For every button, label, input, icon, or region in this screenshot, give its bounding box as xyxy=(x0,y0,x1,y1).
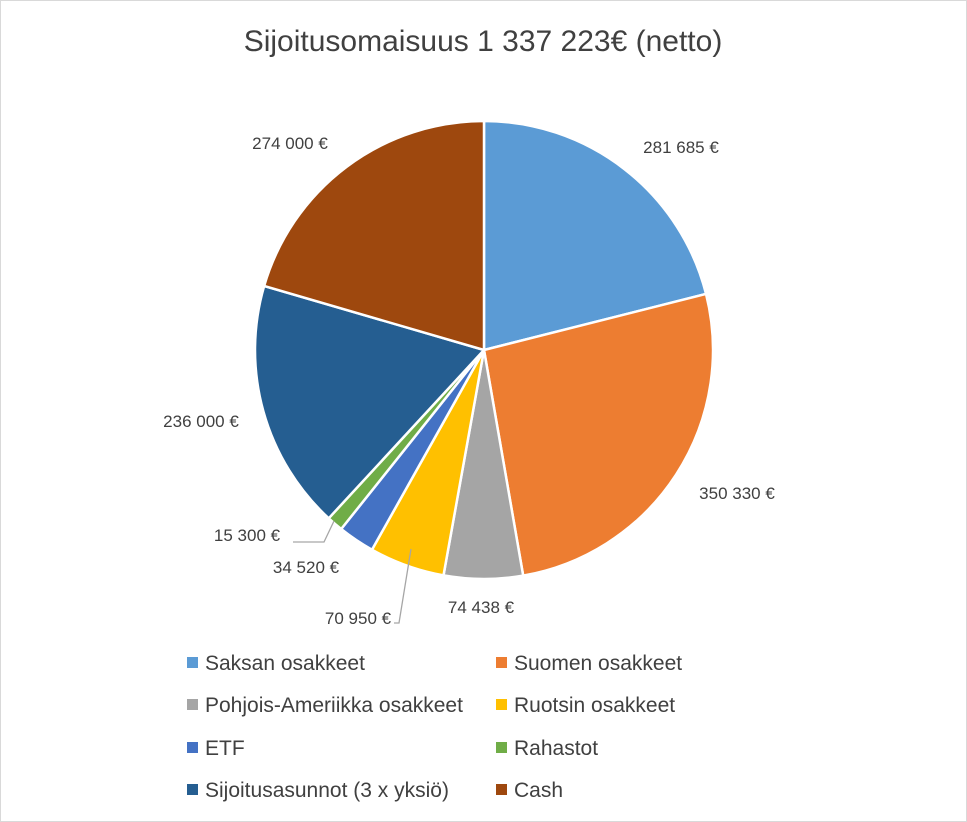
data-label-etf: 34 520 € xyxy=(273,558,340,577)
pie-slice-sijoitusasunnot xyxy=(253,284,487,521)
legend-item-cash: Cash xyxy=(496,779,563,802)
data-label-rahastot: 15 300 € xyxy=(214,526,281,545)
legend-swatch-saksan xyxy=(187,657,198,668)
pie-slice-cash xyxy=(262,119,486,352)
data-label-saksan: 281 685 € xyxy=(643,138,719,157)
legend-label-ruotsin: Ruotsin osakkeet xyxy=(514,694,675,717)
legend-label-cash: Cash xyxy=(514,779,563,802)
legend: Saksan osakkeet Suomen osakkeet Pohjois-Am… xyxy=(187,652,682,802)
data-label-cash: 274 000 € xyxy=(252,134,328,153)
legend-label-suomen: Suomen osakkeet xyxy=(514,652,682,675)
legend-item-suomen: Suomen osakkeet xyxy=(496,652,682,675)
data-label-ruotsin: 70 950 € xyxy=(325,609,392,628)
legend-swatch-suomen xyxy=(496,657,507,668)
legend-swatch-pohjois-ameriikka xyxy=(187,699,198,710)
legend-item-rahastot: Rahastot xyxy=(496,737,598,760)
data-label-sijoitusasunnot: 236 000 € xyxy=(163,412,239,431)
legend-item-saksan: Saksan osakkeet xyxy=(187,652,365,675)
data-labels: 281 685 € 350 330 € 74 438 € 70 950 € 34 520… xyxy=(163,134,775,628)
legend-swatch-rahastot xyxy=(496,742,507,753)
legend-label-saksan: Saksan osakkeet xyxy=(205,652,365,675)
leader-line-rahastot xyxy=(293,520,335,543)
data-label-suomen: 350 330 € xyxy=(699,484,775,503)
pie-slice-suomen xyxy=(482,292,715,578)
pie-slice-saksan xyxy=(482,119,708,352)
leader-lines xyxy=(293,520,412,624)
pie-slices xyxy=(253,119,715,581)
legend-swatch-etf xyxy=(187,742,198,753)
legend-label-etf: ETF xyxy=(205,737,245,760)
leader-line-ruotsin xyxy=(394,548,412,624)
legend-item-sijoitusasunnot: Sijoitusasunnot (3 x yksiö) xyxy=(187,779,449,802)
legend-item-ruotsin: Ruotsin osakkeet xyxy=(496,694,675,717)
legend-label-rahastot: Rahastot xyxy=(514,737,598,760)
legend-swatch-sijoitusasunnot xyxy=(187,784,198,795)
legend-swatch-cash xyxy=(496,784,507,795)
legend-item-pohjois-ameriikka: Pohjois-Ameriikka osakkeet xyxy=(187,694,463,717)
legend-label-pohjois-ameriikka: Pohjois-Ameriikka osakkeet xyxy=(205,694,463,717)
legend-label-sijoitusasunnot: Sijoitusasunnot (3 x yksiö) xyxy=(205,779,449,802)
legend-swatch-ruotsin xyxy=(496,699,507,710)
data-label-pohjois-ameriikka: 74 438 € xyxy=(448,598,515,617)
legend-item-etf: ETF xyxy=(187,737,245,760)
chart-title: Sijoitusomaisuus 1 337 223€ (netto) xyxy=(244,25,723,58)
